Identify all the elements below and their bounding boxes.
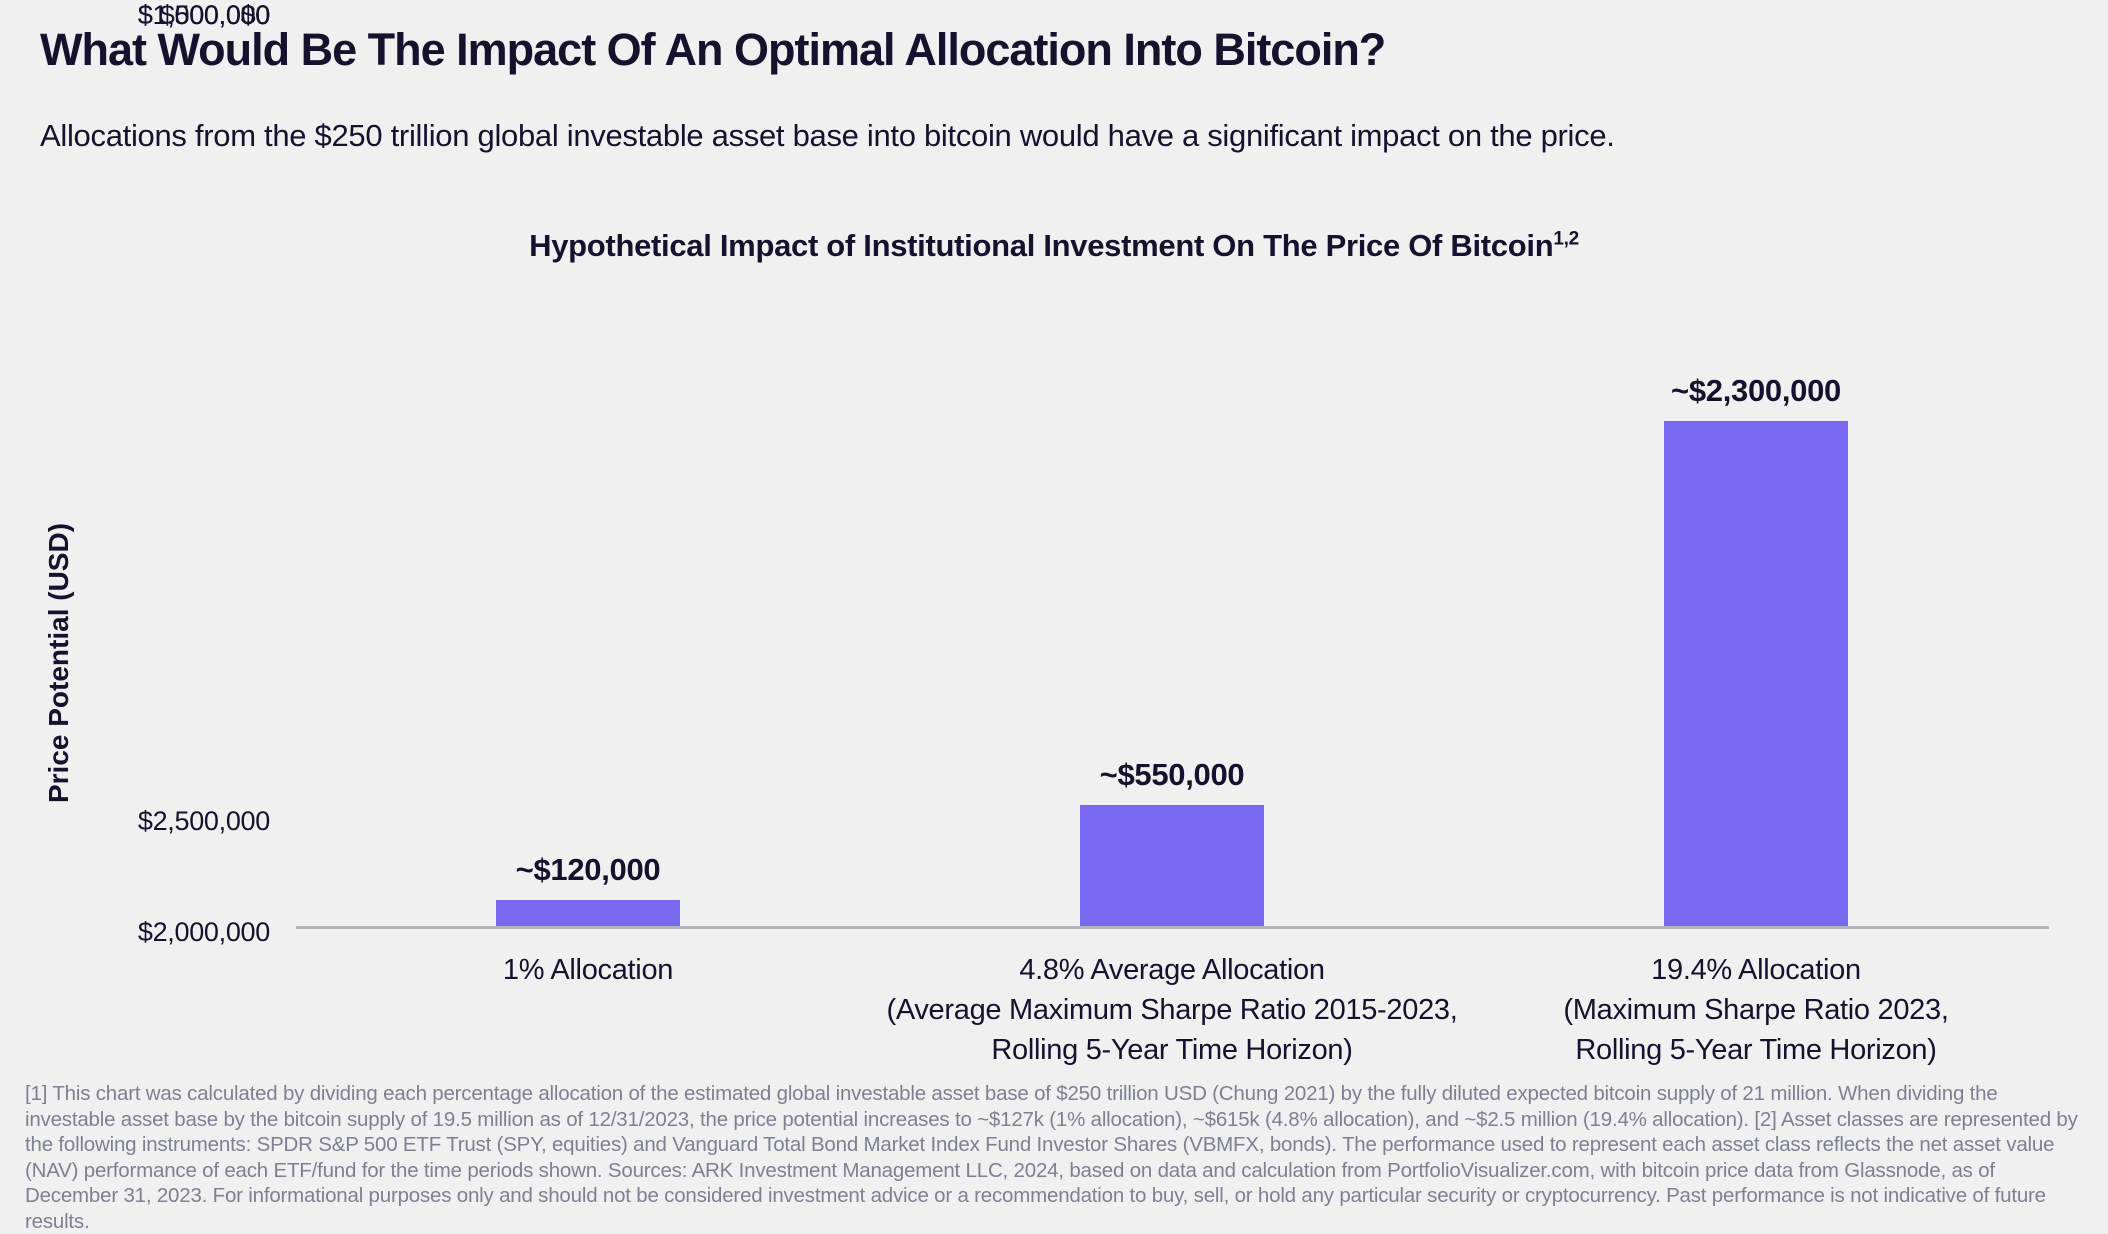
bar-4-8pct-allocation: [1080, 805, 1264, 926]
chart-title-text: Hypothetical Impact of Institutional Inv…: [529, 228, 1554, 263]
bar-value-label: ~$120,000: [515, 852, 661, 887]
bar-value-label: ~$550,000: [1099, 757, 1245, 792]
page-title: What Would Be The Impact Of An Optimal A…: [40, 24, 1386, 75]
bar-category-label: 4.8% Average Allocation (Average Maximum…: [886, 954, 1458, 1066]
y-tick-label: $0: [240, 0, 271, 30]
y-tick-label: $500,000: [159, 0, 271, 30]
bar-19-4pct-allocation: [1664, 421, 1848, 926]
bar-category-label: 19.4% Allocation (Maximum Sharpe Ratio 2…: [1563, 954, 1949, 1066]
y-tick-label: $2,500,000: [137, 806, 270, 836]
page-subtitle: Allocations from the $250 trillion globa…: [40, 118, 1615, 153]
bar-group-1pct: ~$120,000 1% Allocation: [296, 0, 880, 1234]
chart-title: Hypothetical Impact of Institutional Inv…: [0, 228, 2108, 264]
bar-1pct-allocation: [496, 900, 680, 926]
y-tick-label: $1,000,000: [137, 0, 270, 30]
x-axis-line: [296, 926, 2049, 929]
bar-category-label: 1% Allocation: [502, 954, 674, 986]
chart-title-superscript: 1,2: [1553, 228, 1579, 250]
footnote: [1] This chart was calculated by dividin…: [25, 1082, 2078, 1233]
bar-group-4-8pct: ~$550,000 4.8% Average Allocation (Avera…: [880, 0, 1464, 1234]
y-axis-title: Price Potential (USD): [43, 522, 74, 804]
y-tick-label: $2,000,000: [137, 917, 270, 947]
bar-value-label: ~$2,300,000: [1671, 373, 1841, 408]
y-tick-label: $1,500,000: [137, 0, 270, 30]
bar-group-19-4pct: ~$2,300,000 19.4% Allocation (Maximum Sh…: [1464, 0, 2048, 1234]
